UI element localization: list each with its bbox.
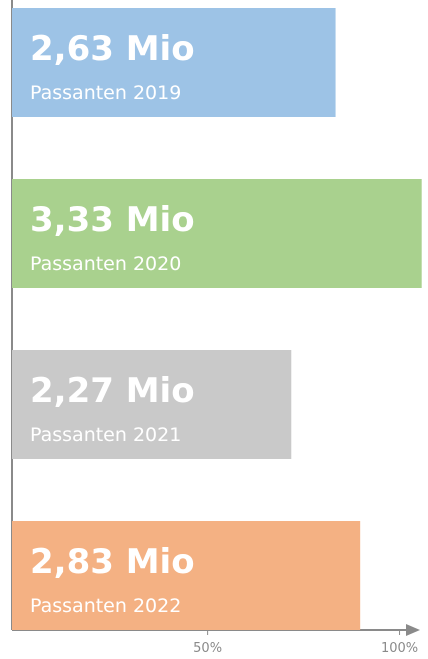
- value-label: 2,27 Mio: [30, 371, 195, 411]
- bar: [12, 350, 292, 459]
- value-label: 2,83 Mio: [30, 542, 195, 582]
- category-label: Passanten 2021: [30, 424, 181, 446]
- value-label: 2,63 Mio: [30, 29, 195, 69]
- x-tick-label: 100%: [381, 641, 418, 656]
- x-tick-label: 50%: [193, 641, 222, 656]
- category-label: Passanten 2022: [30, 595, 181, 617]
- axis-arrow: [406, 624, 420, 636]
- bar: [12, 521, 361, 630]
- value-label: 3,33 Mio: [30, 200, 195, 240]
- category-label: Passanten 2020: [30, 253, 181, 275]
- bar: [12, 179, 422, 288]
- bar: [12, 8, 336, 117]
- category-label: Passanten 2019: [30, 82, 181, 104]
